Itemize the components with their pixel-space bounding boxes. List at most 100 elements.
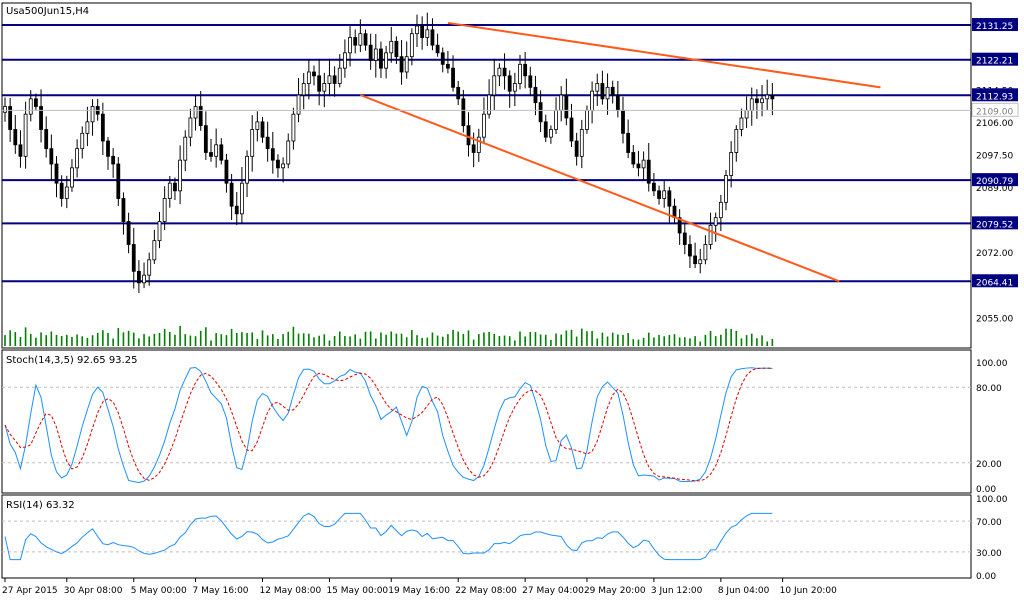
candle-body bbox=[162, 198, 167, 222]
candle-body bbox=[255, 121, 260, 130]
volume-bar bbox=[122, 332, 125, 346]
volume-bar bbox=[467, 330, 470, 346]
candle-body bbox=[512, 83, 517, 92]
candle-body bbox=[518, 63, 522, 84]
volume-bar bbox=[60, 335, 63, 346]
candle-body bbox=[317, 75, 322, 92]
candle-body bbox=[142, 274, 146, 284]
volume-bar bbox=[86, 338, 89, 346]
candle-body bbox=[85, 121, 90, 134]
candle-body bbox=[70, 167, 74, 188]
candle-body bbox=[209, 152, 213, 157]
volume-bar bbox=[704, 334, 707, 346]
volume-bar bbox=[287, 331, 290, 346]
candle-body bbox=[23, 113, 28, 157]
candle-body bbox=[245, 155, 249, 184]
candle-body bbox=[312, 71, 316, 77]
candle-body bbox=[379, 48, 383, 69]
price-tick: 2106.00 bbox=[976, 119, 1013, 129]
candle-body bbox=[234, 205, 239, 215]
volume-bar bbox=[405, 337, 408, 346]
candle-body bbox=[760, 98, 764, 104]
candle-body bbox=[693, 255, 697, 265]
volume-bar bbox=[205, 327, 207, 346]
volume-bar bbox=[210, 340, 212, 346]
rsi-tick: 70.00 bbox=[976, 518, 1002, 528]
volume-bar bbox=[452, 329, 454, 346]
volume-bar bbox=[143, 334, 145, 346]
volume-bar bbox=[544, 334, 547, 346]
volume-bar bbox=[678, 337, 681, 346]
volume-bar bbox=[611, 332, 614, 346]
candle-body bbox=[713, 217, 718, 226]
candle-body bbox=[281, 163, 286, 169]
volume-bar bbox=[637, 339, 640, 346]
candle-body bbox=[224, 159, 229, 184]
volume-bar bbox=[117, 328, 120, 346]
volume-bar bbox=[380, 332, 382, 346]
candle-body bbox=[440, 52, 445, 65]
time-label: 7 May 16:00 bbox=[193, 586, 249, 596]
candle-body bbox=[373, 48, 378, 61]
candle-body bbox=[399, 56, 404, 73]
volume-bar bbox=[431, 332, 434, 346]
volume-bar bbox=[277, 339, 279, 346]
volume-bar bbox=[158, 332, 161, 346]
candle-body bbox=[482, 113, 486, 138]
volume-bar bbox=[107, 332, 109, 346]
candle-body bbox=[363, 33, 368, 46]
volume-bar bbox=[40, 332, 42, 346]
volume-bar bbox=[24, 327, 27, 346]
volume-bar bbox=[555, 333, 557, 346]
volume-bar bbox=[148, 336, 150, 346]
candle-body bbox=[708, 224, 713, 245]
volume-bar bbox=[447, 334, 449, 346]
candle-body bbox=[554, 109, 558, 130]
volume-bar bbox=[436, 335, 439, 346]
volume-bar bbox=[745, 335, 748, 346]
volume-bar bbox=[632, 339, 635, 346]
volume-bar bbox=[215, 333, 217, 346]
candle-body bbox=[770, 94, 775, 100]
volume-bar bbox=[138, 338, 140, 346]
candle-body bbox=[214, 144, 219, 157]
volume-bar bbox=[251, 332, 253, 346]
volume-bar bbox=[81, 336, 84, 346]
volume-bar bbox=[71, 336, 73, 346]
candle-body bbox=[152, 240, 157, 261]
candle-body bbox=[646, 159, 651, 184]
candle-body bbox=[250, 129, 255, 157]
volume-bar bbox=[581, 328, 583, 346]
price-tick: 2055.00 bbox=[976, 314, 1013, 324]
volume-bar bbox=[230, 328, 233, 346]
volume-bar bbox=[493, 333, 496, 346]
volume-bar bbox=[694, 336, 696, 346]
volume-bar bbox=[550, 340, 552, 346]
time-label: 3 Jun 12:00 bbox=[651, 586, 703, 596]
volume-bar bbox=[76, 334, 78, 346]
level-price-box bbox=[972, 216, 1018, 230]
candle-body bbox=[8, 106, 13, 130]
level-price-label: 2112.93 bbox=[976, 92, 1013, 102]
volume-bar bbox=[328, 340, 331, 346]
candle-body bbox=[564, 94, 569, 119]
candle-body bbox=[652, 182, 656, 192]
level-price-box bbox=[972, 18, 1018, 32]
volume-bar bbox=[735, 330, 738, 346]
candle-body bbox=[538, 102, 543, 123]
candle-body bbox=[523, 63, 528, 77]
time-label: 27 Apr 2015 bbox=[2, 586, 58, 596]
volume-bar bbox=[359, 338, 362, 346]
stoch-panel-frame bbox=[1, 349, 972, 494]
candle-body bbox=[533, 86, 538, 104]
candle-body bbox=[260, 121, 265, 138]
volume-bar bbox=[663, 336, 665, 346]
volume-bar bbox=[35, 337, 37, 346]
candle-body bbox=[219, 144, 224, 161]
candle-body bbox=[600, 83, 605, 100]
volume-bar bbox=[457, 331, 459, 346]
candle-body bbox=[229, 182, 234, 207]
volume-bar bbox=[323, 334, 326, 346]
volume-bar bbox=[354, 334, 356, 346]
volume-bar bbox=[720, 334, 722, 346]
